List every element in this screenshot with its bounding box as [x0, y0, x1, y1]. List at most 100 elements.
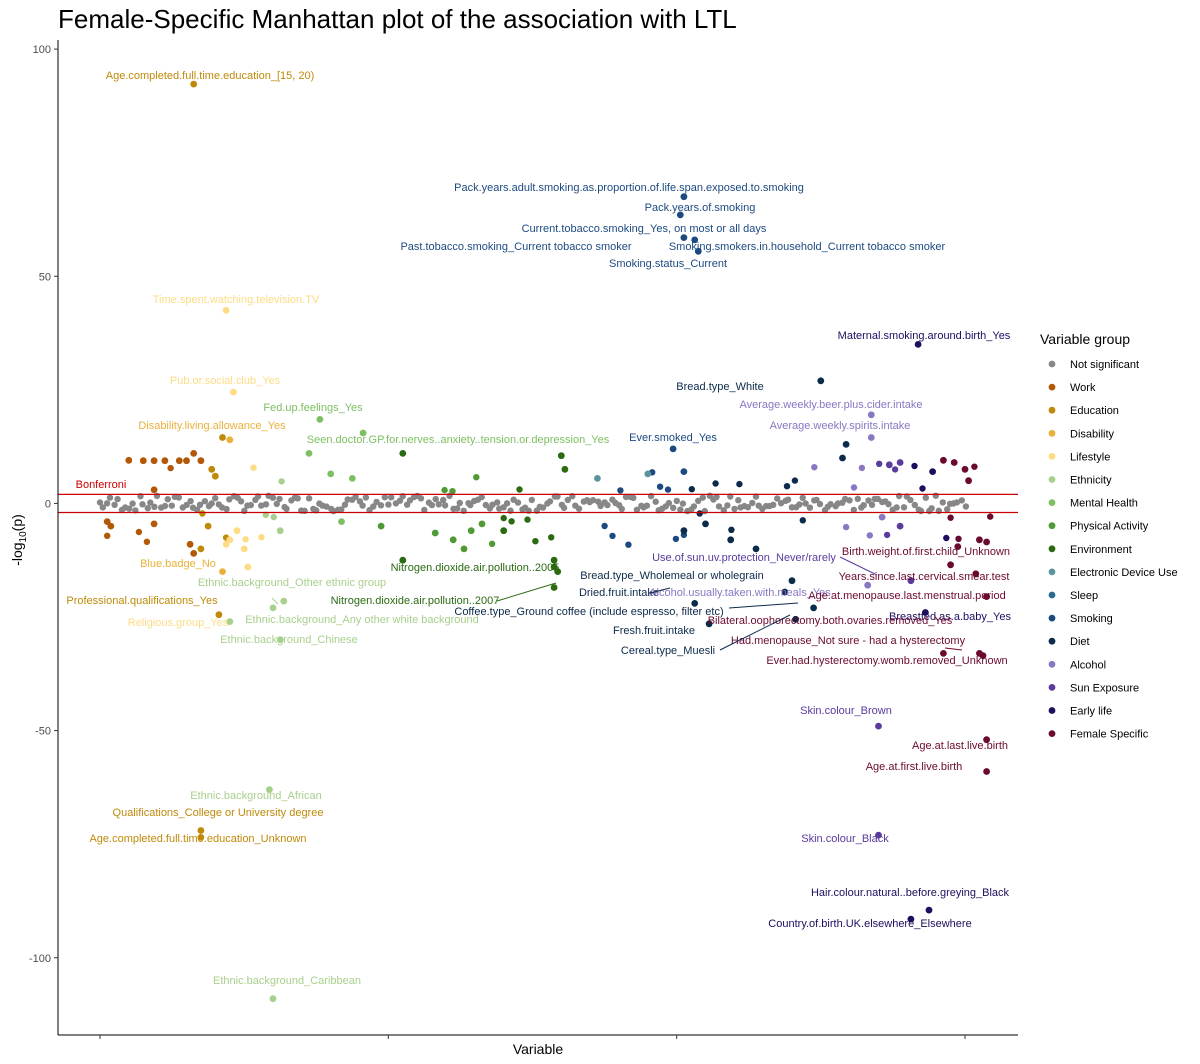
- point-not-significant: [724, 502, 731, 509]
- annotation-label: Blue.badge_No: [140, 558, 216, 570]
- legend-key: [1048, 637, 1056, 645]
- point-not-significant: [153, 492, 161, 500]
- point-female-specific: [947, 561, 954, 569]
- point-not-significant: [258, 502, 265, 509]
- annotation-label: Disability.living.allowance_Yes: [138, 420, 286, 432]
- legend-label: Disability: [1070, 428, 1115, 440]
- point-not-significant: [196, 501, 204, 508]
- point-not-significant: [735, 497, 742, 504]
- annotation-label: Smoking.smokers.in.household_Current tob…: [669, 241, 946, 253]
- point-not-significant: [528, 496, 535, 504]
- legend-label: Lifestyle: [1070, 451, 1110, 463]
- point-not-significant: [114, 495, 121, 503]
- point-ethnicity: [269, 604, 277, 612]
- point-smoking: [672, 535, 680, 543]
- legend: Not significant Work Education Disability Li…: [1048, 359, 1178, 741]
- point-not-significant: [417, 495, 425, 502]
- point-smoking: [617, 487, 624, 494]
- point-alcohol: [878, 513, 886, 521]
- point-not-significant: [652, 498, 659, 505]
- point-electronic-device-use: [594, 475, 601, 482]
- point-not-significant: [885, 501, 892, 508]
- point-not-significant: [860, 502, 867, 509]
- point-early-life: [943, 534, 950, 542]
- point-lifestyle: [226, 536, 234, 544]
- point-diet: [727, 536, 735, 544]
- y-tick-label: 50: [39, 271, 51, 283]
- point-female-specific: [976, 536, 983, 544]
- point-not-significant: [276, 495, 283, 503]
- point-physical-activity: [478, 520, 486, 528]
- point-environment: [557, 452, 565, 460]
- point-smoking: [625, 541, 632, 548]
- point-alcohol: [867, 434, 875, 441]
- annotation-label: Smoking.status_Current: [609, 258, 727, 270]
- point-not-significant: [546, 498, 554, 505]
- x-axis-title: Variable: [513, 1041, 564, 1057]
- point-not-significant: [865, 497, 872, 504]
- point-lifestyle: [230, 388, 237, 396]
- point-not-significant: [503, 500, 511, 507]
- point-lifestyle: [258, 534, 265, 541]
- point-physical-activity: [431, 529, 439, 537]
- point-not-significant: [932, 492, 939, 499]
- point-early-life: [914, 341, 922, 348]
- annotation-label: Breastfed.as.a.baby_Yes: [889, 611, 1011, 623]
- point-female-specific: [983, 768, 990, 775]
- point-not-significant: [846, 497, 853, 504]
- point-diet: [792, 615, 799, 623]
- annotation-label: Birth.weight.of.first.child_Unknown: [842, 546, 1010, 558]
- point-not-significant: [294, 495, 301, 502]
- point-mental-health: [348, 475, 356, 482]
- point-environment: [399, 556, 407, 564]
- point-not-significant: [129, 500, 136, 507]
- point-not-significant: [604, 501, 611, 509]
- point-not-significant: [377, 502, 385, 509]
- plot-area: [58, 80, 1018, 1003]
- point-not-significant: [816, 500, 824, 508]
- point-education: [197, 545, 205, 553]
- point-smoking: [676, 211, 684, 219]
- point-education: [215, 611, 223, 619]
- point-not-significant: [440, 496, 447, 504]
- point-lifestyle: [250, 464, 257, 471]
- point-physical-activity: [460, 545, 468, 553]
- point-diet: [736, 480, 743, 488]
- y-tick-label: 0: [45, 498, 51, 510]
- point-not-significant: [187, 497, 194, 505]
- annotation-label: Age.at.last.live.birth: [912, 740, 1008, 752]
- point-sun-exposure: [875, 722, 882, 730]
- point-diet: [810, 604, 817, 612]
- point-education: [197, 827, 205, 834]
- point-not-significant: [175, 494, 182, 501]
- point-early-life: [929, 468, 936, 475]
- point-not-significant: [208, 500, 215, 507]
- point-not-significant: [126, 505, 133, 512]
- point-not-significant: [362, 494, 370, 501]
- point-not-significant: [695, 497, 702, 504]
- point-female-specific: [983, 538, 990, 546]
- point-diet: [705, 620, 713, 628]
- legend-label: Electronic Device Use: [1070, 567, 1178, 579]
- point-ethnicity: [276, 527, 284, 535]
- point-not-significant: [269, 494, 277, 501]
- point-alcohol: [864, 581, 872, 589]
- point-female-specific: [940, 456, 947, 464]
- point-not-significant: [670, 504, 677, 511]
- legend-label: Not significant: [1070, 359, 1139, 371]
- point-environment: [516, 486, 523, 493]
- y-tick-label: 100: [33, 44, 51, 56]
- point-diet: [781, 588, 789, 596]
- legend-label: Ethnicity: [1070, 475, 1112, 487]
- annotation-label: Ethnic.background_Other ethnic group: [198, 577, 386, 589]
- annotation-label: Use.of.sun.uv.protection_Never/rarely: [652, 552, 836, 564]
- point-education: [190, 80, 198, 88]
- point-not-significant: [226, 496, 233, 503]
- point-environment: [399, 450, 407, 457]
- point-education: [208, 465, 216, 473]
- point-not-significant: [432, 495, 439, 503]
- point-ethnicity: [278, 478, 285, 485]
- point-work: [183, 457, 190, 465]
- point-smoking: [656, 483, 664, 490]
- point-work: [190, 450, 198, 457]
